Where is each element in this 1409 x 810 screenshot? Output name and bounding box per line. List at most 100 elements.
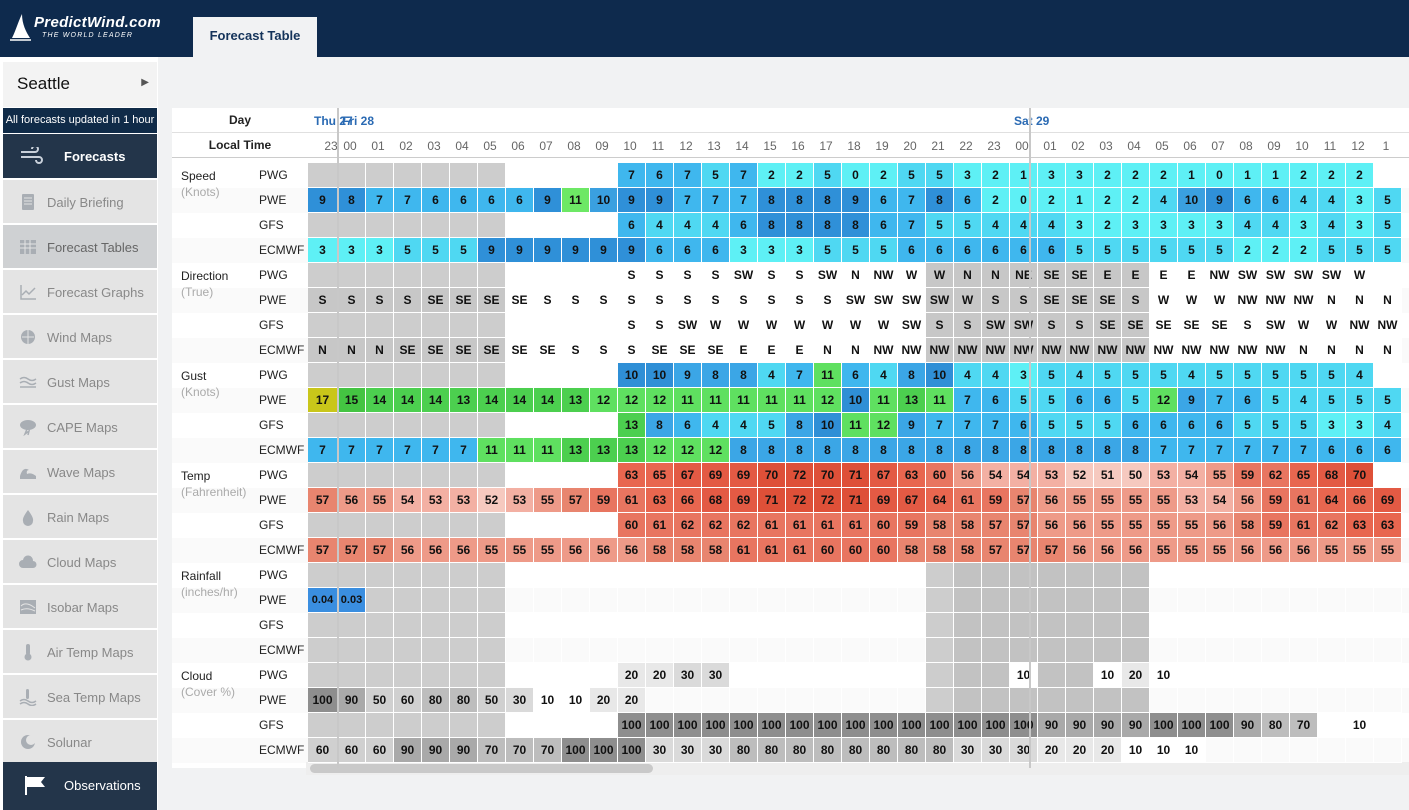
table-cell bbox=[1010, 613, 1038, 638]
table-cell: 2 bbox=[1094, 163, 1122, 188]
predictwind-logo[interactable]: PredictWind.com THE WORLD LEADER bbox=[8, 10, 168, 50]
hour-label: 1 bbox=[1382, 139, 1390, 153]
table-cell: SW bbox=[898, 313, 926, 338]
hour-label: 05 bbox=[483, 139, 497, 153]
table-cell: 13 bbox=[618, 438, 646, 463]
table-cell: 2 bbox=[1290, 163, 1318, 188]
table-cell: 4 bbox=[1066, 363, 1094, 388]
table-cell: 57 bbox=[1038, 538, 1066, 563]
table-cell: 14 bbox=[422, 388, 450, 413]
horizontal-scrollbar-thumb[interactable] bbox=[310, 764, 653, 773]
table-cell bbox=[926, 688, 954, 713]
table-cell bbox=[758, 563, 786, 588]
table-cell bbox=[982, 563, 1010, 588]
table-cell bbox=[1234, 688, 1262, 713]
table-cell: 2 bbox=[982, 163, 1010, 188]
table-cell: SE bbox=[394, 338, 422, 363]
table-cell bbox=[954, 663, 982, 688]
table-cell: 100 bbox=[590, 738, 618, 763]
table-cell bbox=[730, 688, 758, 713]
table-cell: 11 bbox=[674, 388, 702, 413]
table-cell: 56 bbox=[1234, 538, 1262, 563]
sidebar-item-observations[interactable]: Observations bbox=[3, 762, 157, 810]
table-cell bbox=[422, 563, 450, 588]
table-cell: 5 bbox=[1038, 363, 1066, 388]
table-cell: 30 bbox=[1010, 738, 1038, 763]
table-cell: 6 bbox=[842, 363, 870, 388]
sidebar-item-wind-maps[interactable]: Wind Maps bbox=[3, 314, 157, 358]
table-cell bbox=[366, 663, 394, 688]
table-cell: 20 bbox=[1094, 738, 1122, 763]
hour-label: 20 bbox=[903, 139, 917, 153]
table-cell: 56 bbox=[618, 538, 646, 563]
table-cell: S bbox=[702, 263, 730, 288]
table-cell: 8 bbox=[702, 363, 730, 388]
table-cell: W bbox=[814, 313, 842, 338]
table-cell: 12 bbox=[646, 388, 674, 413]
table-cell: 20 bbox=[1066, 738, 1094, 763]
table-cell: 5 bbox=[1094, 238, 1122, 263]
sidebar-item-cape-maps[interactable]: CAPE Maps bbox=[3, 404, 157, 448]
table-cell: 56 bbox=[1206, 513, 1234, 538]
table-cell: 55 bbox=[1122, 513, 1150, 538]
table-cell: 90 bbox=[1234, 713, 1262, 738]
table-cell bbox=[478, 638, 506, 663]
sidebar-item-forecasts[interactable]: Forecasts bbox=[3, 134, 157, 178]
table-cell: NW bbox=[1122, 338, 1150, 363]
table-cell: 100 bbox=[308, 688, 338, 713]
table-cell: 70 bbox=[534, 738, 562, 763]
table-cell: N bbox=[308, 338, 338, 363]
table-cell: 51 bbox=[1094, 463, 1122, 488]
table-cell: 0 bbox=[1010, 188, 1038, 213]
table-cell: SE bbox=[646, 338, 674, 363]
table-cell bbox=[730, 638, 758, 663]
sidebar-item-solunar[interactable]: Solunar bbox=[3, 719, 157, 763]
table-cell: 55 bbox=[1318, 538, 1346, 563]
table-cell bbox=[450, 213, 478, 238]
table-cell: 100 bbox=[926, 713, 954, 738]
table-cell: 8 bbox=[338, 188, 366, 213]
sidebar-item-forecast-graphs[interactable]: Forecast Graphs bbox=[3, 269, 157, 313]
table-cell: 57 bbox=[982, 538, 1010, 563]
sidebar-item-gust-maps[interactable]: Gust Maps bbox=[3, 359, 157, 403]
table-cell: N bbox=[366, 338, 394, 363]
sidebar-item-rain-maps[interactable]: Rain Maps bbox=[3, 494, 157, 538]
table-cell: 64 bbox=[926, 488, 954, 513]
sidebar-item-cloud-maps[interactable]: Cloud Maps bbox=[3, 539, 157, 583]
table-cell: E bbox=[1178, 263, 1206, 288]
table-cell bbox=[1318, 613, 1346, 638]
table-cell bbox=[394, 638, 422, 663]
location-selector[interactable]: Seattle ▶ bbox=[3, 62, 157, 107]
table-cell bbox=[758, 688, 786, 713]
day-label-0: Thu 27 bbox=[314, 114, 353, 128]
table-cell: SE bbox=[478, 338, 506, 363]
sidebar-item-air-temp-maps[interactable]: Air Temp Maps bbox=[3, 629, 157, 673]
chevron-right-icon: ▶ bbox=[141, 77, 149, 88]
table-cell: 55 bbox=[1150, 538, 1178, 563]
table-cell: 62 bbox=[1318, 513, 1346, 538]
variable-unit: (True) bbox=[181, 285, 214, 299]
sidebar-item-wave-maps[interactable]: Wave Maps bbox=[3, 449, 157, 493]
model-label: PWG bbox=[259, 668, 288, 682]
table-cell: 80 bbox=[730, 738, 758, 763]
sidebar-item-isobar-maps[interactable]: Isobar Maps bbox=[3, 584, 157, 628]
model-label: ECMWF bbox=[259, 443, 305, 457]
tab-forecast-table[interactable]: Forecast Table bbox=[193, 17, 317, 57]
sidebar-item-daily-briefing[interactable]: Daily Briefing bbox=[3, 179, 157, 223]
table-cell: 8 bbox=[730, 438, 758, 463]
table-cell: 10 bbox=[1010, 663, 1038, 688]
sidebar-item-label: Air Temp Maps bbox=[47, 645, 134, 660]
table-cell: 90 bbox=[1066, 713, 1094, 738]
sidebar-item-forecast-tables[interactable]: Forecast Tables bbox=[3, 224, 157, 268]
table-cell bbox=[758, 613, 786, 638]
table-cell: 6 bbox=[618, 213, 646, 238]
table-cell: 54 bbox=[1206, 488, 1234, 513]
table-cell: 3 bbox=[1290, 213, 1318, 238]
table-cell: NW bbox=[1262, 338, 1290, 363]
table-cell: 5 bbox=[1150, 238, 1178, 263]
table-cell: W bbox=[870, 313, 898, 338]
model-label: PWE bbox=[259, 493, 287, 507]
table-cell: 7 bbox=[674, 163, 702, 188]
table-cell: SW bbox=[926, 288, 954, 313]
sidebar-item-sea-temp-maps[interactable]: Sea Temp Maps bbox=[3, 674, 157, 718]
